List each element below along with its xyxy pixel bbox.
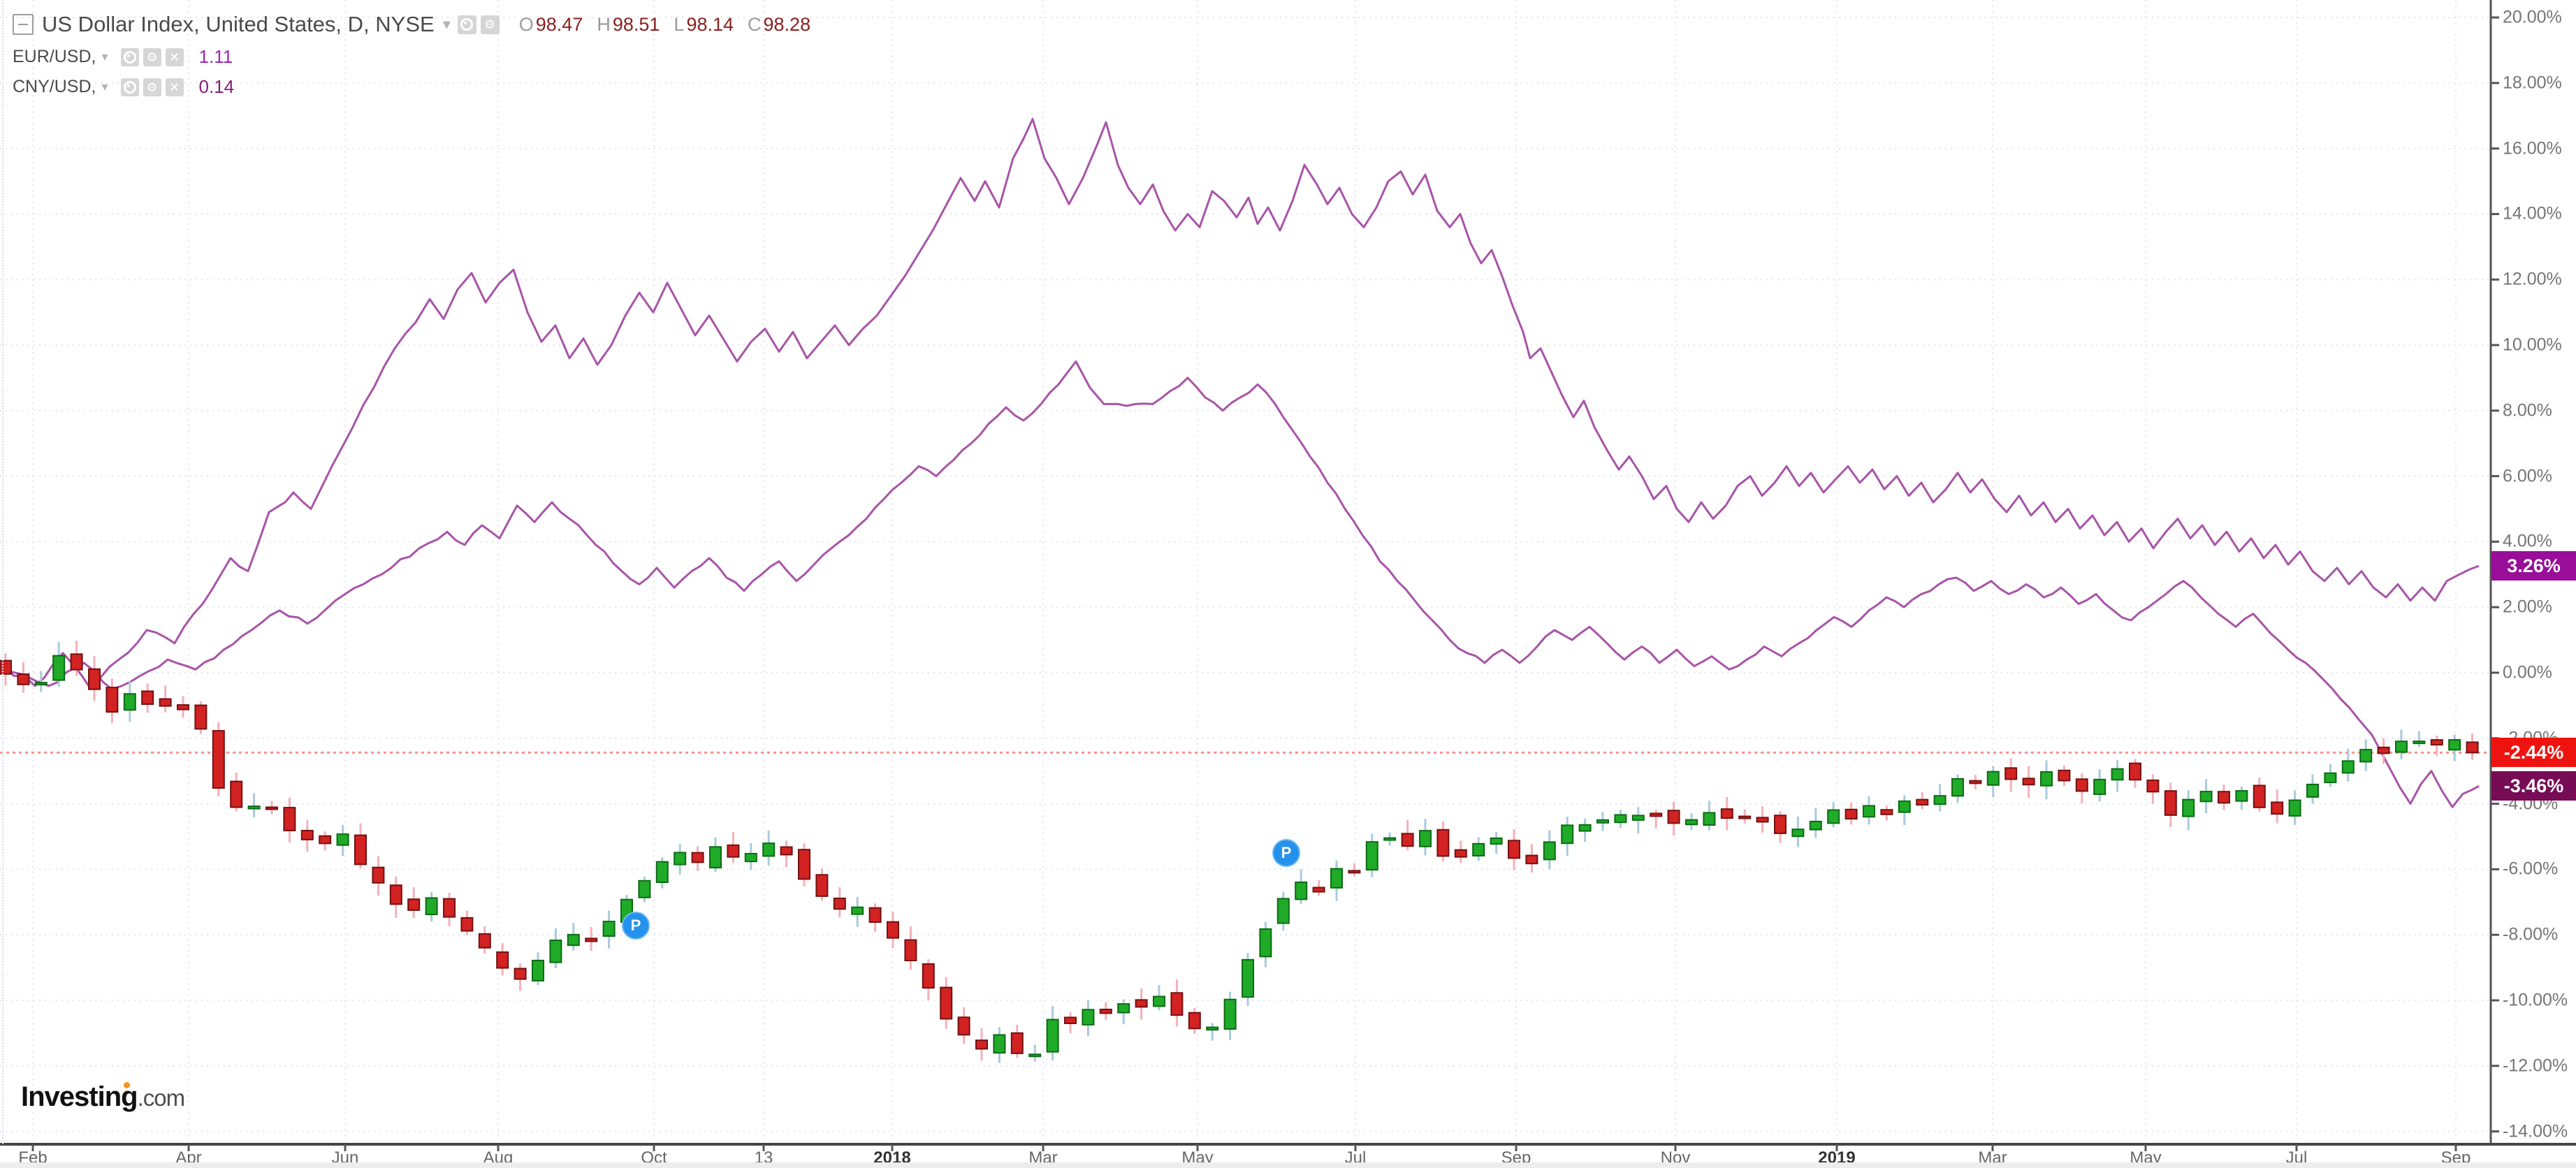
open-value: 98.47 (535, 13, 583, 35)
close-key: C (748, 13, 762, 35)
y-axis-tick-label: 6.00% (2503, 466, 2552, 486)
symbol-label: EUR/USD, (13, 47, 96, 66)
price-label-eur-usd: 3.26% (2491, 551, 2576, 581)
y-axis-tick-label: 20.00% (2503, 7, 2562, 27)
y-axis-tick-label: 0.00% (2503, 662, 2552, 682)
y-axis-tick-label: 10.00% (2503, 335, 2562, 355)
symbol-label: CNY/USD, (13, 77, 96, 96)
symbol-value: 1.11 (198, 46, 233, 67)
plot-left-border (2, 0, 3, 1144)
gear-icon[interactable]: ⚙ (480, 15, 500, 34)
gear-icon[interactable]: ⚙ (143, 48, 161, 66)
event-marker-p[interactable]: P (1272, 839, 1300, 867)
logo-tld: .com (137, 1085, 186, 1111)
target-icon[interactable] (120, 78, 139, 96)
y-axis-tick-label: 2.00% (2503, 597, 2552, 617)
y-axis-tick-label: 12.00% (2503, 269, 2562, 289)
overlay-row-eurusd: EUR/USD, ▾ ⚙ ✕ 1.11 (13, 42, 824, 72)
y-axis-tick-label: -6.00% (2503, 859, 2559, 879)
y-axis-tick-label: -14.00% (2503, 1121, 2568, 1141)
collapse-legend-icon[interactable] (13, 14, 34, 35)
chart-title: US Dollar Index, United States, D, NYSE (42, 12, 435, 36)
chevron-down-icon[interactable]: ▾ (101, 80, 108, 94)
close-icon[interactable]: ✕ (165, 78, 184, 96)
y-axis-tick-label: 14.00% (2503, 203, 2562, 224)
close-value: 98.28 (763, 13, 811, 35)
y-axis-tick-label: -8.00% (2503, 924, 2559, 944)
main-symbol-row: US Dollar Index, United States, D, NYSE … (13, 7, 824, 42)
logo-orange-dot (124, 1082, 130, 1088)
bottom-edge (0, 1162, 2576, 1168)
open-key: O (518, 13, 534, 35)
chevron-down-icon[interactable]: ▾ (101, 50, 108, 64)
target-icon[interactable] (457, 15, 476, 34)
high-value: 98.51 (612, 13, 660, 35)
low-value: 98.14 (686, 13, 734, 35)
overlay-row-cnyusd: CNY/USD, ▾ ⚙ ✕ 0.14 (13, 72, 824, 102)
y-axis-tick-label: -10.00% (2503, 990, 2568, 1010)
y-axis-tick-label: 16.00% (2503, 138, 2562, 159)
y-axis-tick-label: 18.00% (2503, 73, 2562, 93)
symbol-value: 0.14 (198, 76, 235, 97)
high-key: H (597, 13, 611, 35)
y-axis-tick-label: 8.00% (2503, 400, 2552, 421)
gear-icon[interactable]: ⚙ (143, 78, 161, 96)
logo-wordmark: Investing (21, 1081, 138, 1112)
low-key: L (674, 13, 685, 35)
legend: US Dollar Index, United States, D, NYSE … (13, 7, 824, 102)
y-axis-tick-label: 4.00% (2503, 531, 2552, 551)
chevron-down-icon[interactable]: ▾ (442, 15, 451, 33)
target-icon[interactable] (120, 48, 139, 66)
investing-logo: Investing .com (21, 1081, 186, 1113)
price-label-cny-usd: -3.46% (2491, 771, 2576, 801)
event-marker-p[interactable]: P (622, 912, 650, 940)
close-icon[interactable]: ✕ (165, 48, 184, 66)
price-label-us-dollar-index: -2.44% (2491, 738, 2576, 768)
ohlc-values: O 98.47 H 98.51 L 98.14 C 98.28 (519, 14, 824, 36)
y-axis-tick-label: -12.00% (2503, 1056, 2568, 1076)
